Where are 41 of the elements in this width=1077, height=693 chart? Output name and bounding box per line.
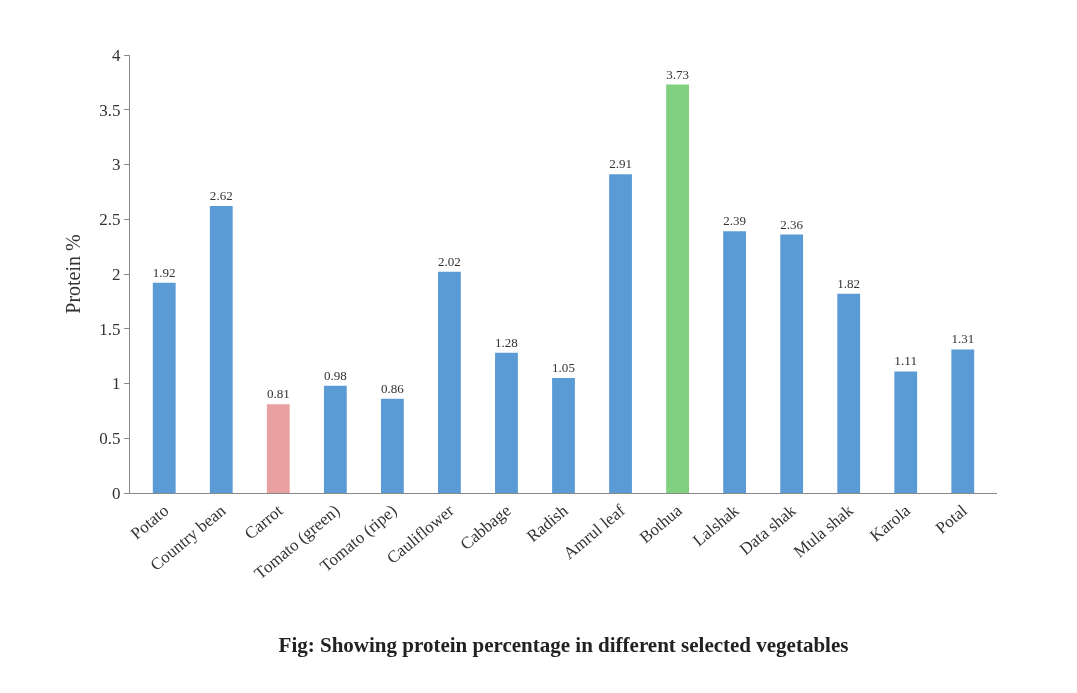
bar <box>266 404 290 493</box>
data-label: 1.31 <box>951 331 975 347</box>
bar <box>837 293 861 493</box>
data-label: 1.92 <box>152 264 176 280</box>
data-label: 3.73 <box>666 66 689 82</box>
y-tick-label: 2 <box>112 264 121 284</box>
bar <box>152 282 176 493</box>
bar <box>552 378 575 493</box>
y-tick-label: 3.5 <box>99 100 121 120</box>
y-axis-title: Protein % <box>62 234 84 314</box>
data-label: 1.82 <box>837 275 861 291</box>
y-tick-label: 1.5 <box>99 319 121 339</box>
data-label: 2.02 <box>438 253 461 269</box>
text: Fig: Showing protein percentage in different selected vegetables <box>278 632 849 657</box>
bar <box>209 206 233 493</box>
bar <box>780 234 804 493</box>
y-tick-label: 3 <box>112 155 121 175</box>
y-tick-label: 4 <box>112 45 122 65</box>
y-tick-label: 0 <box>112 483 121 503</box>
bar <box>323 385 347 493</box>
bar <box>495 352 518 493</box>
data-label: 1.28 <box>495 334 519 350</box>
data-label: 2.62 <box>209 188 233 204</box>
bar <box>723 231 747 493</box>
bar <box>380 398 404 493</box>
bar <box>951 349 975 493</box>
data-label: 2.36 <box>780 216 804 232</box>
bar <box>438 271 461 493</box>
data-label: 1.05 <box>552 359 575 375</box>
data-label: 2.91 <box>609 156 632 172</box>
bar <box>609 174 632 493</box>
y-tick-label: 2.5 <box>99 210 121 230</box>
y-tick-label: 0.5 <box>99 429 121 449</box>
data-label: 2.39 <box>723 213 747 229</box>
data-label: 0.81 <box>266 386 290 402</box>
bar <box>894 371 918 493</box>
y-tick-label: 1 <box>112 374 121 394</box>
bar <box>666 84 689 493</box>
data-label: 0.86 <box>380 380 405 396</box>
data-label: 1.11 <box>894 353 918 369</box>
data-label: 0.98 <box>323 367 348 383</box>
